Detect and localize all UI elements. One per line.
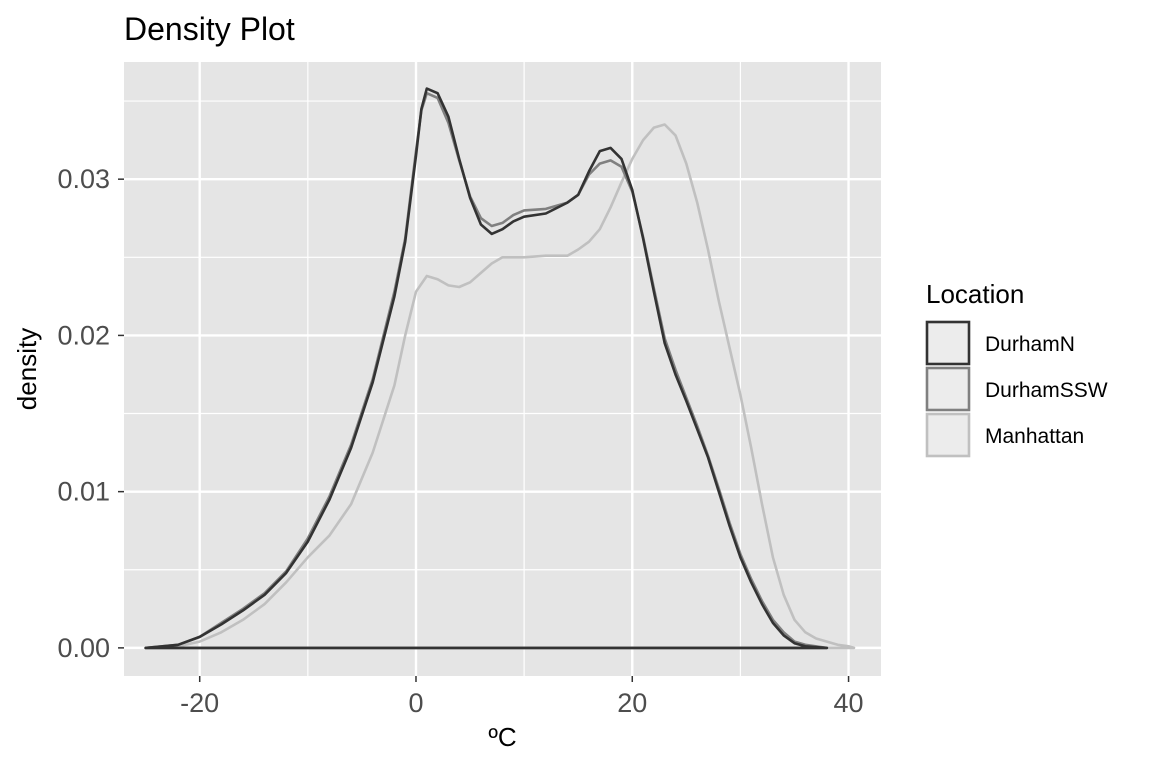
y-axis: 0.00 0.01 0.02 0.03 (57, 164, 124, 663)
legend-key-durhamssw (925, 366, 971, 412)
density-curves (144, 87, 856, 650)
legend-label-durhamssw: DurhamSSW (985, 379, 1108, 402)
density-curve-durhamn (144, 87, 829, 650)
plot-panel (124, 62, 881, 676)
legend-title: Location (926, 279, 1024, 309)
y-tick-label: 0.03 (57, 164, 110, 194)
x-axis-title: ºC (488, 722, 516, 752)
y-axis-title: density (12, 328, 42, 410)
x-tick-label: 0 (408, 688, 423, 718)
y-tick-label: 0.00 (57, 633, 110, 663)
y-tick-label: 0.01 (57, 477, 110, 507)
legend-key-durhamn (925, 320, 971, 366)
x-tick-label: 20 (617, 688, 647, 718)
chart-title: Density Plot (124, 11, 295, 47)
legend: Location DurhamN DurhamSSW Manhattan (925, 279, 1108, 458)
legend-key-manhattan (925, 412, 971, 458)
x-axis: -20 0 20 40 (180, 676, 864, 718)
legend-label-manhattan: Manhattan (985, 425, 1084, 448)
x-tick-label: 40 (834, 688, 864, 718)
density-curve-manhattan (144, 123, 856, 650)
legend-label-durhamn: DurhamN (985, 333, 1075, 356)
y-tick-label: 0.02 (57, 320, 110, 350)
x-tick-label: -20 (180, 688, 219, 718)
